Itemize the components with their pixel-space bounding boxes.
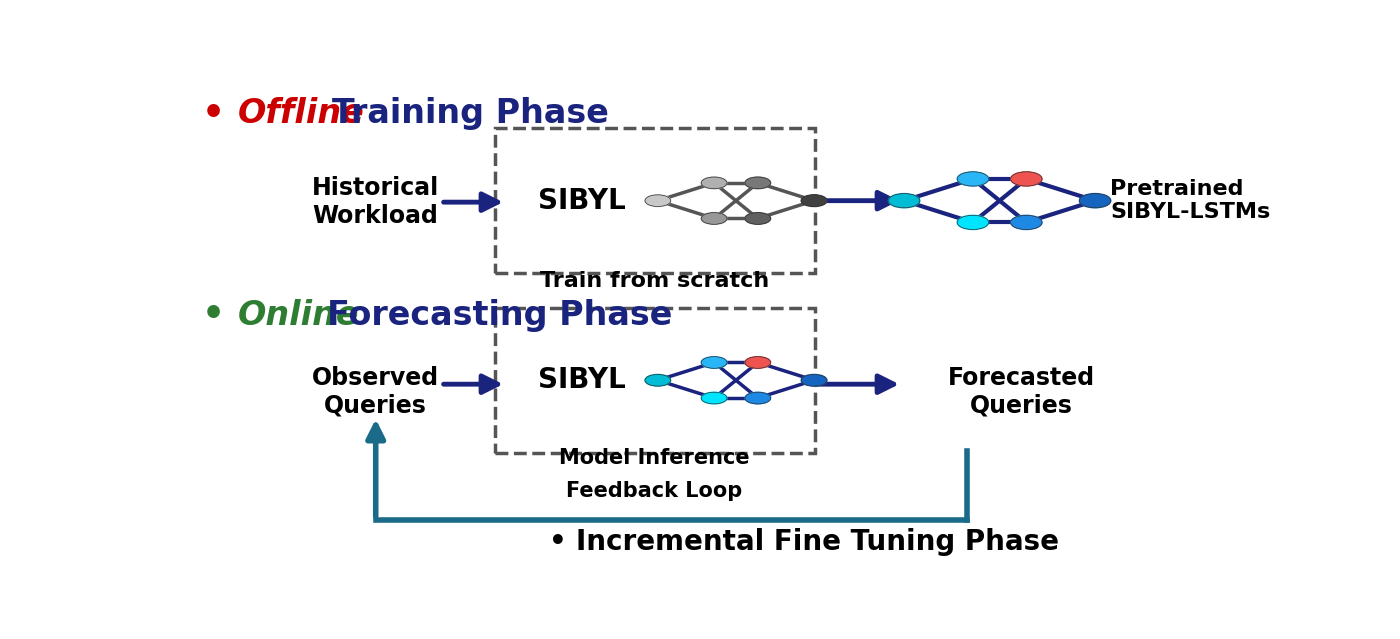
Text: SIBYL: SIBYL — [539, 366, 626, 394]
Circle shape — [958, 172, 988, 186]
Text: SIBYL: SIBYL — [539, 187, 626, 215]
Circle shape — [745, 213, 770, 224]
Circle shape — [745, 357, 770, 368]
FancyBboxPatch shape — [496, 308, 815, 453]
Text: •: • — [202, 298, 225, 332]
Circle shape — [958, 215, 988, 229]
Text: Historical
Workload: Historical Workload — [312, 176, 440, 228]
Circle shape — [701, 392, 727, 404]
Circle shape — [1011, 172, 1042, 186]
Circle shape — [801, 374, 827, 386]
Text: Pretrained
SIBYL-LSTMs: Pretrained SIBYL-LSTMs — [1110, 179, 1271, 222]
Circle shape — [645, 374, 671, 386]
Text: Offline: Offline — [238, 97, 364, 130]
Text: Incremental Fine Tuning Phase: Incremental Fine Tuning Phase — [577, 528, 1060, 556]
Text: •: • — [549, 528, 567, 556]
Text: •: • — [202, 96, 225, 130]
Circle shape — [1079, 194, 1110, 208]
Circle shape — [1011, 215, 1042, 229]
Text: Forecasted
Queries: Forecasted Queries — [948, 366, 1095, 417]
Text: Online: Online — [238, 299, 360, 332]
Circle shape — [889, 194, 920, 208]
Circle shape — [745, 177, 770, 189]
Circle shape — [701, 357, 727, 368]
Circle shape — [645, 195, 671, 206]
Text: Observed
Queries: Observed Queries — [312, 366, 440, 417]
Circle shape — [701, 177, 727, 189]
Text: Forecasting Phase: Forecasting Phase — [326, 299, 672, 332]
Text: Training Phase: Training Phase — [332, 97, 609, 130]
Circle shape — [745, 392, 770, 404]
Text: Model Inference: Model Inference — [559, 448, 750, 468]
FancyBboxPatch shape — [496, 128, 815, 273]
Text: Train from scratch: Train from scratch — [540, 271, 769, 291]
Circle shape — [801, 195, 827, 206]
Circle shape — [701, 213, 727, 224]
Text: Feedback Loop: Feedback Loop — [567, 481, 742, 501]
